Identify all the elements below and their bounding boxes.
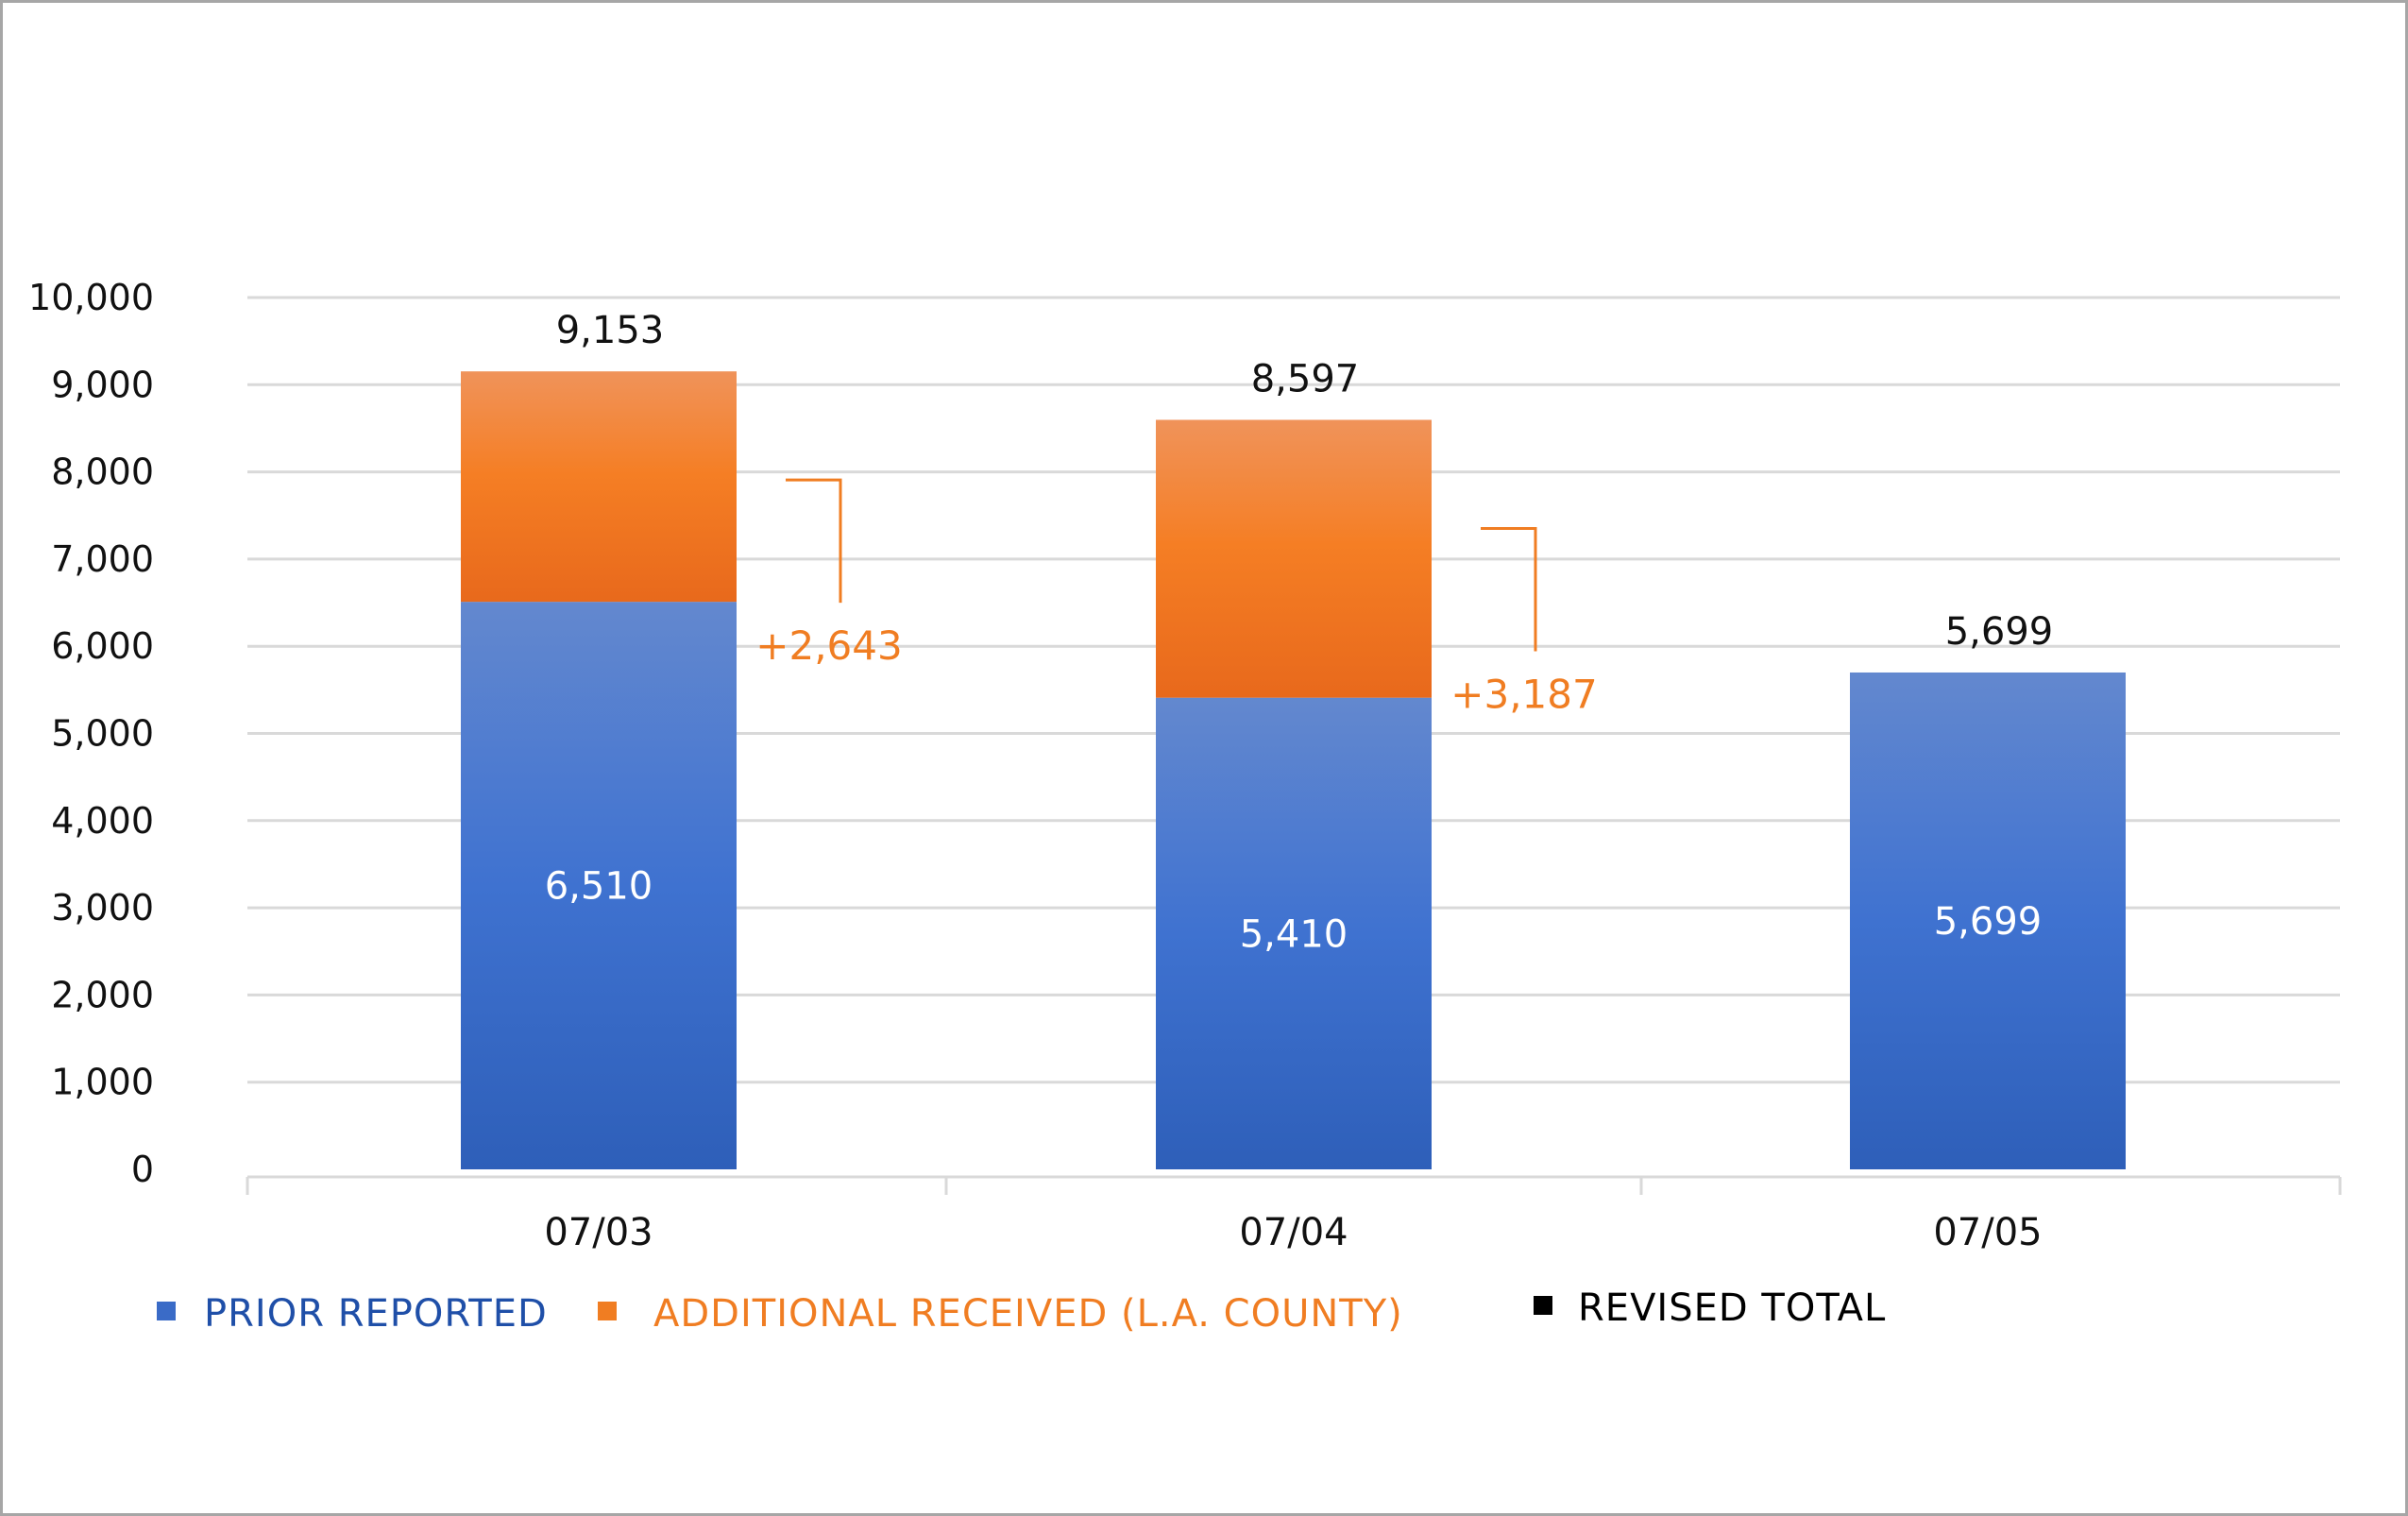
y-tick-label: 0 xyxy=(131,1149,154,1190)
difference-bracket xyxy=(786,478,842,604)
bars xyxy=(461,371,2126,1169)
x-category-label: 07/05 xyxy=(1933,1211,2042,1254)
x-category-label: 07/04 xyxy=(1239,1211,1348,1254)
y-tick-label: 9,000 xyxy=(51,364,154,405)
legend-marker xyxy=(1534,1296,1552,1315)
legend-marker xyxy=(598,1302,617,1320)
y-tick-label: 7,000 xyxy=(51,538,154,580)
legend-label: REVISED TOTAL xyxy=(1578,1286,1886,1330)
y-tick-label: 8,000 xyxy=(51,451,154,493)
additional-value-label: +3,187 xyxy=(1450,671,1597,717)
axes: 0 1,000 2,000 3,000 4,000 5,000 6,000 7,000 8,00… xyxy=(28,277,2342,1254)
y-tick-label: 3,000 xyxy=(51,887,154,928)
legend-marker xyxy=(157,1302,176,1320)
y-tick-label: 2,000 xyxy=(51,974,154,1015)
revised-total-label: 5,699 xyxy=(1945,610,2054,654)
prior-value-label: 6,510 xyxy=(545,865,653,909)
revised-total-label: 9,153 xyxy=(556,309,665,352)
y-tick-label: 10,000 xyxy=(28,277,154,318)
bar-prior-reported xyxy=(461,602,737,1169)
bar-prior-reported xyxy=(1850,672,2126,1169)
legend: PRIOR REPORTED ADDITIONAL RECEIVED (L.A. … xyxy=(157,1286,1886,1336)
y-tick-label: 6,000 xyxy=(51,625,154,667)
bar-additional-received xyxy=(461,371,737,603)
y-tick-label: 1,000 xyxy=(51,1062,154,1103)
x-category-label: 07/03 xyxy=(544,1211,653,1254)
y-tick-label: 4,000 xyxy=(51,800,154,842)
legend-label: PRIOR REPORTED xyxy=(204,1292,548,1336)
prior-value-label: 5,699 xyxy=(1934,900,2043,944)
revised-total-label: 8,597 xyxy=(1251,357,1360,400)
legend-label: ADDITIONAL RECEIVED (L.A. COUNTY) xyxy=(653,1292,1403,1336)
additional-value-label: +2,643 xyxy=(755,622,902,669)
y-tick-label: 5,000 xyxy=(51,713,154,755)
prior-value-label: 5,410 xyxy=(1240,912,1348,956)
data-labels: 6,510 +2,643 9,153 5,410 +3,187 8,597 5,699 5,6… xyxy=(545,309,2054,956)
bar-prior-reported xyxy=(1156,697,1432,1169)
bar-additional-received xyxy=(1156,419,1432,698)
difference-bracket xyxy=(1481,526,1537,652)
